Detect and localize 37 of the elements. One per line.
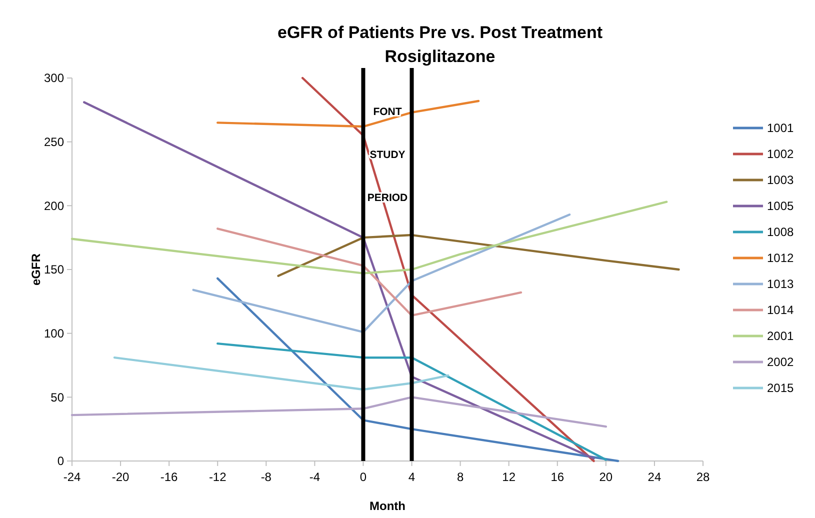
x-tick-label: 20 — [599, 470, 613, 484]
legend-label: 1001 — [767, 121, 794, 136]
annotation: FONT — [373, 106, 402, 118]
x-tick-label: 8 — [456, 470, 464, 484]
legend-label: 1012 — [767, 251, 794, 266]
y-tick-label: 200 — [44, 198, 64, 213]
annotation: STUDY — [370, 149, 406, 161]
legend-label: 2015 — [767, 381, 794, 396]
legend-label: 1013 — [767, 277, 794, 292]
y-tick-label: 150 — [44, 262, 64, 277]
legend-label: 2001 — [767, 329, 794, 344]
x-tick-label: -4 — [309, 470, 320, 484]
y-tick-label: 250 — [44, 135, 64, 150]
y-tick-label: 50 — [50, 390, 64, 404]
x-tick-label: 24 — [648, 470, 662, 484]
legend-label: 1003 — [767, 173, 794, 188]
y-tick-label: 0 — [57, 454, 64, 468]
x-tick-label: 4 — [408, 470, 416, 484]
y-tick-label: 100 — [44, 326, 64, 341]
x-tick-label: -24 — [63, 470, 81, 484]
x-tick-label: -12 — [208, 470, 227, 484]
x-tick-label: 0 — [360, 470, 367, 484]
x-axis-title: Month — [370, 499, 406, 513]
legend-label: 1005 — [767, 199, 794, 214]
legend-label: 1014 — [767, 303, 794, 318]
x-tick-label: -16 — [160, 470, 178, 484]
legend-label: 1008 — [767, 225, 794, 240]
x-tick-label: 28 — [696, 470, 710, 484]
x-tick-label: -20 — [112, 470, 130, 484]
chart-title: eGFR of Patients Pre vs. Post Treatment Rosiglitazone — [278, 23, 603, 66]
y-tick-label: 300 — [44, 71, 64, 86]
x-tick-label: -8 — [260, 470, 272, 484]
x-tick-label: 12 — [502, 470, 516, 484]
x-tick-label: 16 — [550, 470, 564, 484]
legend-label: 1002 — [767, 147, 794, 162]
legend-label: 2002 — [767, 355, 794, 370]
y-axis-title: eGFR — [29, 253, 43, 286]
